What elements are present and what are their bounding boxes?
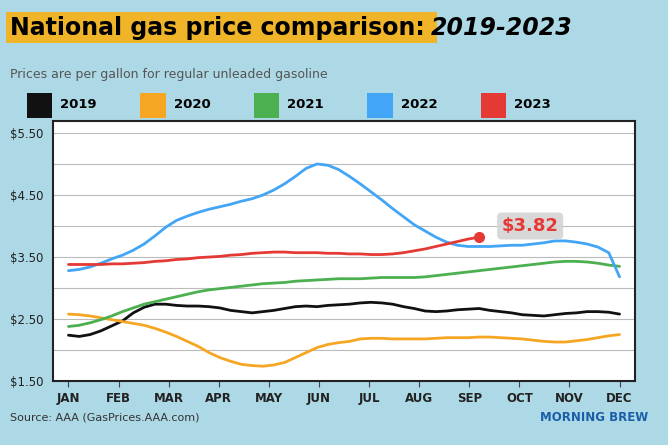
FancyBboxPatch shape bbox=[27, 93, 52, 118]
Text: MORNING BREW: MORNING BREW bbox=[540, 411, 648, 424]
FancyBboxPatch shape bbox=[367, 93, 393, 118]
Text: National gas price comparison:: National gas price comparison: bbox=[10, 16, 433, 40]
Text: 2021: 2021 bbox=[287, 98, 324, 111]
Text: 2019-2023: 2019-2023 bbox=[431, 16, 572, 40]
Text: 2020: 2020 bbox=[174, 98, 210, 111]
Text: $3.82: $3.82 bbox=[502, 217, 558, 235]
Text: 2019: 2019 bbox=[60, 98, 97, 111]
FancyBboxPatch shape bbox=[254, 93, 279, 118]
FancyBboxPatch shape bbox=[140, 93, 166, 118]
Text: 2023: 2023 bbox=[514, 98, 551, 111]
FancyBboxPatch shape bbox=[481, 93, 506, 118]
Text: 2022: 2022 bbox=[401, 98, 438, 111]
Text: Source: AAA (GasPrices.AAA.com): Source: AAA (GasPrices.AAA.com) bbox=[10, 413, 200, 422]
Text: Prices are per gallon for regular unleaded gasoline: Prices are per gallon for regular unlead… bbox=[10, 68, 327, 81]
